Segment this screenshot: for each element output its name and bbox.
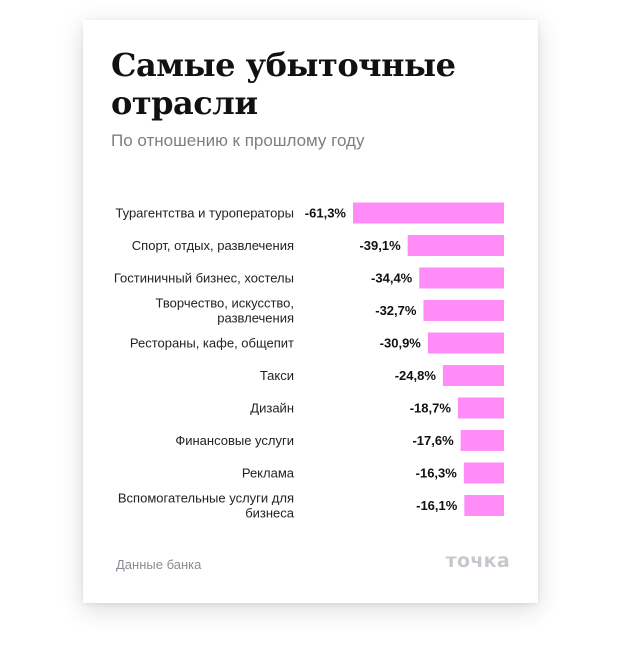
value-label: -16,3% — [416, 466, 458, 481]
bar — [419, 267, 504, 289]
value-label: -61,3% — [305, 206, 347, 221]
bar — [460, 430, 504, 451]
value-label: -39,1% — [359, 238, 401, 253]
bar-chart: -61,3% Турагентства и туроператоры -39,1% С… — [114, 202, 504, 521]
category-label: Творчество, искусство, развлечения — [156, 296, 294, 326]
category-label: Гостиничный бизнес, хостелы — [114, 271, 294, 286]
category-label: Дизайн — [250, 401, 294, 416]
bar — [463, 462, 504, 484]
value-label: -34,4% — [371, 271, 413, 286]
bar — [464, 495, 504, 516]
chart-subtitle: По отношению к прошлому году — [111, 131, 365, 150]
bar — [427, 332, 504, 354]
value-label: -24,8% — [395, 368, 437, 383]
bar — [423, 300, 504, 321]
category-label: Финансовые услуги — [175, 433, 294, 448]
value-label: -17,6% — [412, 433, 454, 448]
category-label: Рестораны, кафе, общепит — [130, 336, 294, 351]
bar — [442, 365, 504, 386]
category-label: Реклама — [242, 466, 295, 481]
source-note: Данные банка — [116, 557, 202, 572]
value-label: -30,9% — [380, 336, 422, 351]
bar — [407, 235, 504, 256]
value-label: -16,1% — [416, 498, 458, 513]
value-label: -32,7% — [375, 303, 417, 318]
category-label: Вспомогательные услуги для бизнеса — [118, 491, 295, 521]
category-label: Турагентства и туроператоры — [115, 206, 294, 221]
value-label: -18,7% — [410, 401, 452, 416]
category-label: Такси — [260, 368, 294, 383]
bar — [353, 202, 504, 224]
brand-logo: точка — [445, 550, 510, 572]
chart-title: Самые убыточные отрасли — [111, 46, 456, 122]
chart-card: Самые убыточные отрасли По отношению к п… — [83, 20, 538, 603]
category-label: Спорт, отдых, развлечения — [132, 238, 294, 253]
bar — [457, 397, 504, 419]
